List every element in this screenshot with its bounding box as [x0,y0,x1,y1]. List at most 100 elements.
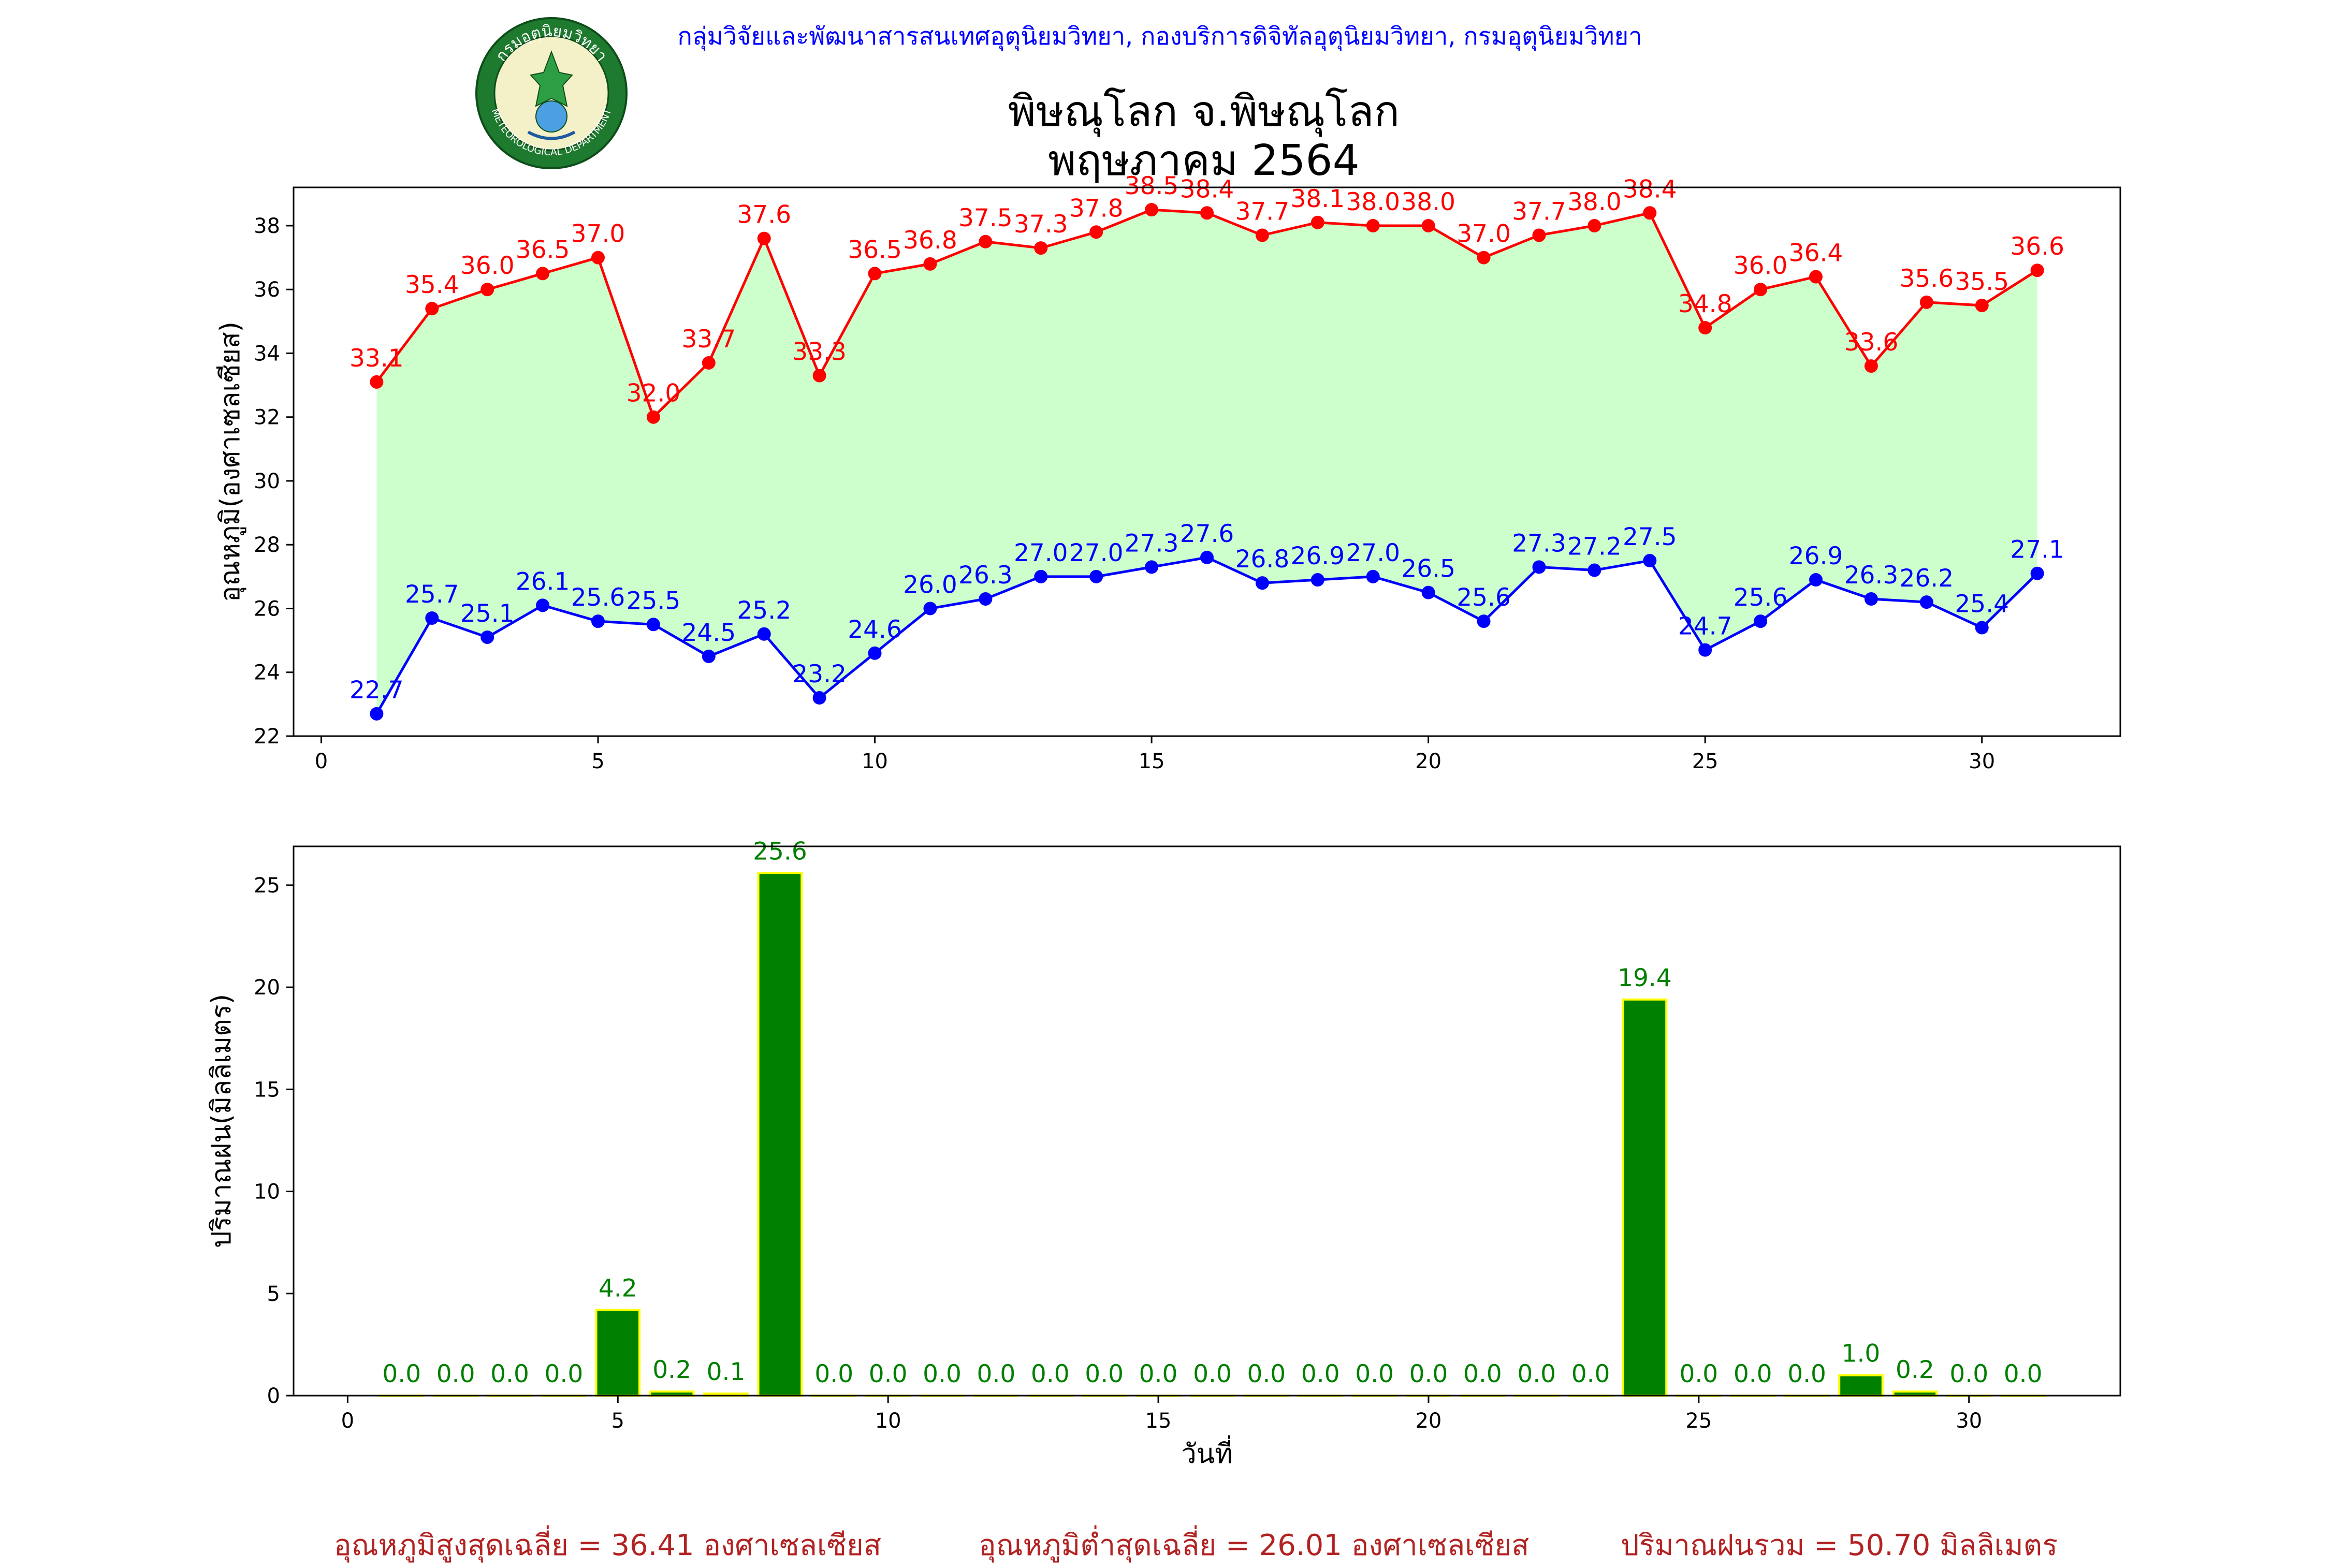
max-temp-label: 36.5 [516,236,570,264]
max-temp-label: 37.8 [1069,194,1124,223]
max-temp-label: 33.3 [792,338,847,367]
max-temp-point [1366,218,1380,232]
rain-label: 0.0 [1355,1360,1394,1388]
min-temp-label: 22.7 [350,676,404,705]
total-rain-summary: ปริมาณฝนรวม = 50.70 มิลลิเมตร [1621,1529,2058,1562]
min-temp-point [1200,550,1214,564]
max-temp-label: 38.0 [1567,188,1622,216]
min-temp-point [1034,569,1048,583]
min-temp-point [370,707,384,721]
min-temp-point [1255,576,1269,590]
rain-label: 0.0 [1463,1360,1502,1388]
y-tick-label: 10 [254,1180,280,1204]
min-temp-label: 25.1 [460,599,515,628]
max-temp-label: 36.6 [2010,232,2064,261]
y-tick-label: 24 [254,661,280,685]
rainfall-y-axis-label: ปริมาณฝน(มิลลิเมตร) [206,994,237,1248]
max-temp-label: 37.3 [1014,210,1068,239]
min-temp-label: 26.0 [903,570,957,599]
max-temp-label: 34.8 [1678,290,1732,318]
min-temp-label: 25.5 [627,587,681,615]
max-temp-label: 35.4 [405,271,459,299]
min-temp-point [702,649,716,663]
max-temp-point [1310,215,1324,229]
min-temp-label: 25.2 [737,596,791,625]
min-temp-point [480,630,494,644]
max-temp-point [757,231,771,245]
max-temp-point [1089,225,1103,239]
max-temp-point [480,283,494,297]
max-temp-point [1809,270,1823,284]
y-tick-label: 0 [267,1384,280,1408]
min-temp-point [868,646,882,660]
min-temp-label: 26.1 [516,567,570,596]
x-tick-label: 30 [1969,750,1995,773]
max-temp-point [979,235,993,248]
min-temp-label: 25.6 [1457,583,1511,612]
min-temp-point [425,611,439,625]
rain-label: 0.0 [1193,1360,1232,1388]
max-temp-label: 37.7 [1512,197,1566,226]
temperature-plot-frame [293,186,2121,737]
max-temp-point [1255,228,1269,242]
min-temp-label: 27.3 [1125,529,1179,558]
rain-label: 0.0 [436,1360,475,1388]
avg-min-summary: อุณหภูมิต่ำสุดเฉลี่ย = 26.01 องศาเซลเซีย… [979,1529,1530,1562]
x-tick-label: 0 [341,1409,354,1433]
max-temp-point [923,257,937,271]
min-temp-label: 27.3 [1512,529,1566,558]
rain-label: 0.1 [707,1358,746,1386]
min-temp-label: 26.8 [1235,545,1290,574]
y-tick-label: 26 [254,597,280,621]
x-tick-label: 5 [591,750,604,773]
max-temp-label: 36.0 [460,252,515,280]
min-temp-point [812,691,826,705]
rain-label: 0.0 [1679,1360,1718,1388]
max-temp-point [1975,299,1989,313]
rain-label: 19.4 [1618,964,1672,992]
min-temp-label: 24.7 [1678,612,1732,641]
rain-label: 4.2 [599,1274,637,1302]
min-temp-point [536,598,550,612]
x-tick-label: 20 [1415,750,1441,773]
rainfall-x-axis-label: วันที่ [1181,1435,1232,1470]
max-temp-label: 38.4 [1180,175,1234,203]
department-line: กลุ่มวิจัยและพัฒนาสารสนเทศอุตุนิยมวิทยา,… [677,22,1642,51]
max-temp-point [1532,228,1546,242]
max-temp-point [536,267,550,281]
min-temp-point [1864,592,1878,606]
min-temp-point [1532,560,1546,574]
rain-bar [1838,1374,1884,1397]
min-temp-point [1698,643,1712,657]
rain-label: 0.0 [1517,1360,1556,1388]
min-temp-label: 26.3 [1844,561,1899,590]
max-temp-label: 35.6 [1899,265,1954,293]
max-temp-label: 36.0 [1734,252,1788,280]
rain-label: 25.6 [753,837,807,866]
rain-label: 1.0 [1842,1340,1881,1368]
max-temp-point [591,251,605,265]
rain-label: 0.0 [977,1360,1016,1388]
min-temp-point [1975,621,1989,635]
min-temp-point [757,627,771,641]
min-temp-point [1421,585,1435,599]
x-tick-label: 15 [1145,1409,1172,1433]
max-temp-label: 37.6 [737,201,791,229]
x-tick-label: 15 [1139,750,1165,773]
min-temp-point [1089,569,1103,583]
avg-max-summary: อุณหภูมิสูงสุดเฉลี่ย = 36.41 องศาเซลเซีย… [334,1529,882,1562]
min-temp-point [979,592,993,606]
min-temp-label: 27.0 [1014,539,1068,567]
max-temp-point [1643,206,1657,220]
max-temp-label: 35.5 [1955,268,2009,296]
min-temp-point [1809,573,1823,587]
max-temp-label: 38.1 [1290,185,1345,213]
max-temp-point [1034,241,1048,255]
min-temp-label: 26.3 [958,561,1013,590]
rainfall-chart: 0.0 0.0 0.0 0.0 4.2 0.2 0.1 25.6 0.0 0.0 0.0 0.0 0.0… [206,837,2121,1470]
max-temp-point [1698,321,1712,335]
x-tick-label: 30 [1956,1409,1982,1433]
max-temp-label: 37.0 [571,220,625,248]
